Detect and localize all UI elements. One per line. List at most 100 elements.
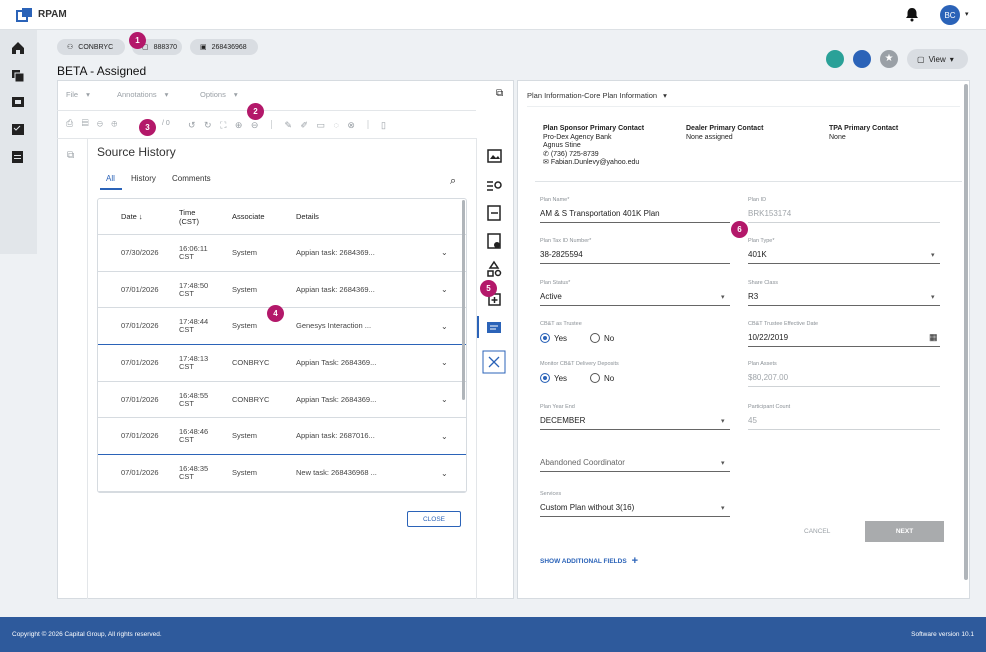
tool-icons[interactable] [477, 140, 513, 380]
expand-icon[interactable]: ⌄ [441, 248, 448, 258]
menu[interactable]: File ▾ [66, 90, 90, 99]
sidebar-icons[interactable] [10, 40, 26, 240]
expand-icon[interactable]: ⌄ [441, 395, 448, 405]
callout-badge: 3 [139, 119, 156, 136]
section-select[interactable]: Plan Information-Core Plan Information ▾ [527, 91, 667, 100]
expand-icon[interactable]: ⌄ [441, 321, 448, 331]
field-value[interactable]: 10/22/2019 [748, 333, 789, 342]
select-caret[interactable]: ▾ [721, 460, 725, 467]
menu[interactable]: Options ▾ [200, 90, 238, 99]
viewer-panel [57, 80, 514, 599]
tab[interactable]: All [106, 174, 115, 183]
radio-button[interactable] [540, 333, 550, 343]
calendar-icon[interactable]: ▦ [929, 332, 938, 342]
notes-button[interactable] [826, 50, 844, 68]
date-cell: 07/01/2026 [121, 431, 159, 441]
radio-button[interactable] [540, 373, 550, 383]
field-value[interactable]: Custom Plan without 3(16) [540, 503, 635, 512]
toolbar-divider [57, 138, 476, 139]
chip-label: 268436968 [211, 43, 247, 51]
field-value[interactable]: AM & S Transportation 401K Plan [540, 209, 660, 218]
table-row[interactable]: 07/01/2026 16:48:35 CST System New task: 26… [98, 455, 466, 492]
star-button[interactable]: ★ [880, 50, 898, 68]
expand-icon[interactable]: ⌄ [441, 285, 448, 295]
table-row[interactable]: 07/01/2026 16:48:46 CST System Appian task:… [98, 419, 466, 456]
field-value: $80,207.00 [748, 373, 789, 382]
field-value[interactable]: 401K [748, 250, 767, 259]
scrollbar[interactable] [964, 84, 968, 580]
viewer-toolbar-2[interactable]: ↺ ↻ ⛶ ⊕ ⊖ ｜ ✎ ✐ ▭ ◌ ⊗ ｜ ▯ [188, 120, 389, 130]
mail-button[interactable] [853, 50, 871, 68]
field-value[interactable]: DECEMBER [540, 416, 586, 425]
table-row[interactable]: 07/01/2026 17:48:50 CST System Appian task:… [98, 272, 466, 309]
field-value[interactable]: 38-2825594 [540, 250, 583, 259]
search-icon[interactable]: ⌕ [450, 175, 457, 187]
menu[interactable]: Annotations ▾ [117, 90, 168, 99]
radio-button[interactable] [590, 333, 600, 343]
associate-cell: System [232, 247, 258, 257]
chip-icon: ▢ [142, 44, 149, 51]
expand-icon[interactable]: ⌄ [441, 431, 448, 441]
select-caret[interactable]: ▾ [721, 418, 725, 425]
time-cell: 17:48:13 CST [179, 353, 209, 371]
field-label: Plan Status* [540, 280, 571, 286]
page-title: BETA - Assigned [57, 64, 147, 78]
header-chip[interactable]: ⚇ CONBRYC [57, 39, 125, 55]
field-underline [540, 516, 730, 517]
contact-line: Agnus Stine [543, 142, 644, 151]
show-more-link[interactable]: SHOW ADDITIONAL FIELDS + [540, 555, 638, 567]
column-header[interactable]: Date ↓ [121, 212, 143, 221]
field-underline [540, 429, 730, 430]
copy-icon[interactable]: ⧉ [67, 150, 75, 161]
scrollbar[interactable] [462, 200, 465, 400]
next-button[interactable]: NEXT [865, 521, 944, 542]
radio-label: Yes [554, 374, 568, 383]
sidebar [0, 30, 37, 254]
footer: Copyright © 2026 Capital Group, All righ… [0, 617, 986, 652]
contact-text: None assigned [686, 133, 733, 141]
chip-icon: ⚇ [67, 44, 74, 51]
time-cell: 17:48:44 CST [179, 317, 209, 335]
table-row[interactable]: 07/01/2026 16:48:55 CST CONBRYC Appian Task… [98, 382, 466, 419]
field-value[interactable]: R3 [748, 292, 759, 301]
expand-icon[interactable]: ⌄ [441, 468, 448, 478]
viewer-toolbar[interactable]: ⎙ ▤ ⊖ ⊕ [66, 118, 121, 128]
field-underline [540, 305, 730, 306]
field-label: CB&T Trustee Effective Date [748, 321, 819, 327]
page-count: / 0 [162, 120, 170, 127]
radio-button[interactable] [590, 373, 600, 383]
time-cell: 16:48:55 CST [179, 390, 209, 408]
divider [527, 106, 960, 107]
contact-heading: Plan Sponsor Primary Contact [543, 125, 645, 132]
select-caret[interactable]: ▾ [931, 252, 935, 259]
view-button[interactable]: ▢ View ▾ [907, 49, 968, 69]
table-row[interactable]: 07/01/2026 17:48:13 CST CONBRYC Appian Task… [98, 345, 466, 382]
table-row[interactable]: 07/30/2026 16:06:11 CST System Appian task:… [98, 235, 466, 272]
avatar-caret[interactable]: ▾ [965, 11, 969, 18]
callout-badge: 1 [129, 32, 146, 49]
select-caret[interactable]: ▾ [931, 294, 935, 301]
contact-icon: ✉ [543, 159, 551, 166]
logo [16, 8, 32, 22]
field-value[interactable]: Active [540, 292, 562, 301]
avatar[interactable]: BC [940, 5, 960, 25]
field-value[interactable]: Abandoned Coordinator [540, 458, 625, 467]
version: Software version 10.1 [911, 631, 974, 638]
expand-icon[interactable]: ⌄ [441, 358, 448, 368]
details-cell: Appian task: 2687016... [296, 431, 375, 441]
top-bar [0, 0, 986, 30]
bell-icon[interactable] [904, 6, 920, 22]
contact-heading: TPA Primary Contact [829, 125, 899, 132]
cancel-button[interactable]: CANCEL [804, 528, 831, 535]
header-chip[interactable]: ▣ 268436968 [190, 39, 258, 55]
select-caret[interactable]: ▾ [721, 294, 725, 301]
tab[interactable]: History [131, 174, 156, 183]
open-external-icon[interactable]: ⧉ [496, 88, 504, 99]
close-button[interactable]: CLOSE [407, 511, 461, 527]
contact-text: Agnus Stine [543, 142, 581, 149]
select-caret[interactable]: ▾ [721, 505, 725, 512]
caret: ▾ [86, 90, 90, 99]
table-row[interactable]: 07/01/2026 17:48:44 CST System Genesys Inte… [98, 308, 466, 346]
tab[interactable]: Comments [172, 174, 211, 183]
field-value: 45 [748, 416, 757, 425]
